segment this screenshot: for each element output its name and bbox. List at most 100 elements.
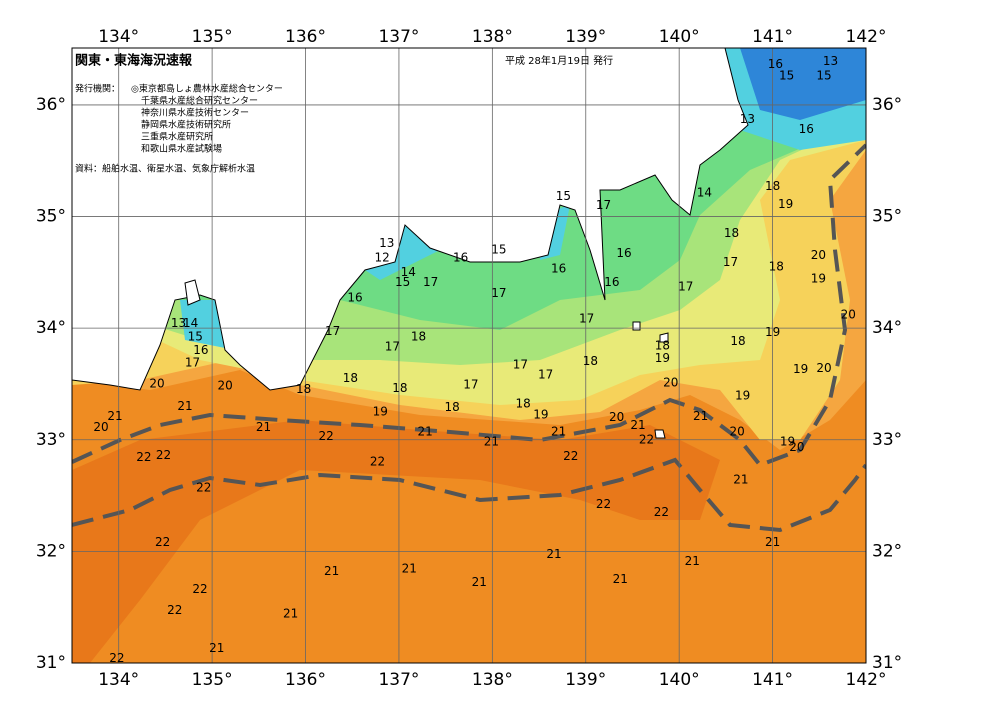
issuer: 三重県水産研究所 bbox=[141, 131, 213, 143]
lon-label-bottom: 137° bbox=[378, 670, 419, 690]
issue-date: 平成 28年1月19日 発行 bbox=[505, 54, 613, 67]
isotherm-label: 16 bbox=[604, 275, 619, 289]
lon-label-top: 134° bbox=[98, 27, 139, 47]
isotherm-label: 19 bbox=[793, 362, 808, 376]
lon-label-top: 135° bbox=[192, 27, 233, 47]
lon-label-top: 136° bbox=[285, 27, 326, 47]
isotherm-label: 21 bbox=[733, 472, 748, 486]
lon-label-top: 141° bbox=[752, 27, 793, 47]
isotherm-label: 20 bbox=[789, 440, 804, 454]
isotherm-label: 16 bbox=[193, 343, 208, 357]
isotherm-label: 15 bbox=[556, 189, 571, 203]
isotherm-label: 21 bbox=[177, 399, 192, 413]
isotherm-label: 20 bbox=[811, 248, 826, 262]
isotherm-label: 21 bbox=[402, 562, 417, 576]
graticule bbox=[72, 48, 867, 664]
isotherm-label: 22 bbox=[167, 603, 182, 617]
isotherm-label: 17 bbox=[463, 378, 478, 392]
map-frame bbox=[71, 47, 867, 664]
issuer: 和歌山県水産試験場 bbox=[141, 143, 222, 155]
isotherm-label: 21 bbox=[765, 535, 780, 549]
lat-label-right: 35° bbox=[872, 207, 902, 227]
lon-label-top: 137° bbox=[378, 27, 419, 47]
isotherm-label: 13 bbox=[171, 316, 186, 330]
isotherm-label: 17 bbox=[678, 279, 693, 293]
kuroshio-north bbox=[72, 143, 866, 468]
isotherm-label: 13 bbox=[379, 236, 394, 250]
isotherm-label: 19 bbox=[735, 389, 750, 403]
isotherm-label: 20 bbox=[149, 376, 164, 390]
isotherm-label: 16 bbox=[768, 57, 783, 71]
isotherm-label: 21 bbox=[484, 435, 499, 449]
lon-label-bottom: 142° bbox=[846, 670, 887, 690]
lat-label-right: 32° bbox=[872, 541, 902, 561]
isotherm-label: 21 bbox=[551, 424, 566, 438]
isotherm-label: 20 bbox=[609, 410, 624, 424]
isotherm-label: 21 bbox=[685, 554, 700, 568]
data-source: 資料：船舶水温、衛星水温、気象庁解析水温 bbox=[75, 163, 255, 175]
title: 関東・東海海況速報 bbox=[75, 53, 193, 69]
isotherm-label: 18 bbox=[765, 179, 780, 193]
issuer: 静岡県水産技術研究所 bbox=[141, 119, 231, 131]
isotherm-label: 18 bbox=[296, 382, 311, 396]
isotherm-label: 21 bbox=[472, 575, 487, 589]
isotherm-label: 17 bbox=[723, 255, 738, 269]
isotherm-label: 20 bbox=[841, 307, 856, 321]
isotherm-label: 22 bbox=[563, 449, 578, 463]
isotherm-label: 18 bbox=[583, 354, 598, 368]
isotherm-label: 16 bbox=[347, 291, 362, 305]
isotherm-label: 20 bbox=[816, 361, 831, 375]
lat-label-left: 35° bbox=[36, 207, 66, 227]
lon-label-bottom: 140° bbox=[659, 670, 700, 690]
isotherm-label: 15 bbox=[779, 68, 794, 82]
lat-label-right: 33° bbox=[872, 430, 902, 450]
isotherm-label: 17 bbox=[538, 368, 553, 382]
isotherm-label: 22 bbox=[639, 432, 654, 446]
lon-label-top: 139° bbox=[565, 27, 606, 47]
lon-label-bottom: 134° bbox=[98, 670, 139, 690]
isotherm-label: 21 bbox=[283, 606, 298, 620]
isotherm-label: 22 bbox=[155, 535, 170, 549]
isotherm-label: 21 bbox=[209, 641, 224, 655]
isotherm-label: 20 bbox=[93, 420, 108, 434]
isotherm-label: 19 bbox=[373, 404, 388, 418]
issuer: 神奈川県水産技術センター bbox=[141, 107, 249, 119]
isotherm-label: 22 bbox=[370, 455, 385, 469]
isotherm-label: 14 bbox=[183, 316, 198, 330]
isotherm-label: 18 bbox=[769, 259, 784, 273]
isotherm-label: 22 bbox=[136, 450, 151, 464]
isotherm-label: 18 bbox=[445, 400, 460, 414]
lat-label-left: 33° bbox=[36, 430, 66, 450]
isotherm-label: 15 bbox=[395, 275, 410, 289]
isotherm-label: 16 bbox=[453, 250, 468, 264]
isotherm-label: 17 bbox=[513, 357, 528, 371]
lon-label-bottom: 139° bbox=[565, 670, 606, 690]
isotherm-label: 19 bbox=[778, 197, 793, 211]
isotherm-label: 21 bbox=[256, 420, 271, 434]
lon-label-bottom: 138° bbox=[472, 670, 513, 690]
issuer: ◎東京都島しょ農林水産総合センター bbox=[131, 83, 283, 95]
issuer: 千葉県水産総合研究センター bbox=[141, 95, 258, 107]
isotherm-label: 18 bbox=[516, 397, 531, 411]
isotherm-label: 21 bbox=[324, 564, 339, 578]
isotherm-label: 22 bbox=[192, 582, 207, 596]
isotherm-label: 17 bbox=[596, 198, 611, 212]
lat-label-right: 36° bbox=[872, 95, 902, 115]
isotherm-label: 20 bbox=[663, 375, 678, 389]
isotherm-label: 17 bbox=[423, 275, 438, 289]
isotherm-label: 17 bbox=[491, 286, 506, 300]
isotherm-label: 20 bbox=[218, 379, 233, 393]
isotherm-label: 15 bbox=[188, 330, 203, 344]
isotherm-label: 21 bbox=[693, 409, 708, 423]
lat-label-right: 34° bbox=[872, 318, 902, 338]
isotherm-label: 16 bbox=[799, 122, 814, 136]
isotherm-label: 19 bbox=[533, 408, 548, 422]
lon-label-bottom: 135° bbox=[192, 670, 233, 690]
lon-label-top: 142° bbox=[846, 27, 887, 47]
isotherm-label: 19 bbox=[811, 272, 826, 286]
isotherm-label: 15 bbox=[491, 243, 506, 257]
kuroshio-south bbox=[72, 457, 866, 533]
isotherm-label: 16 bbox=[616, 246, 631, 260]
lon-label-bottom: 141° bbox=[752, 670, 793, 690]
